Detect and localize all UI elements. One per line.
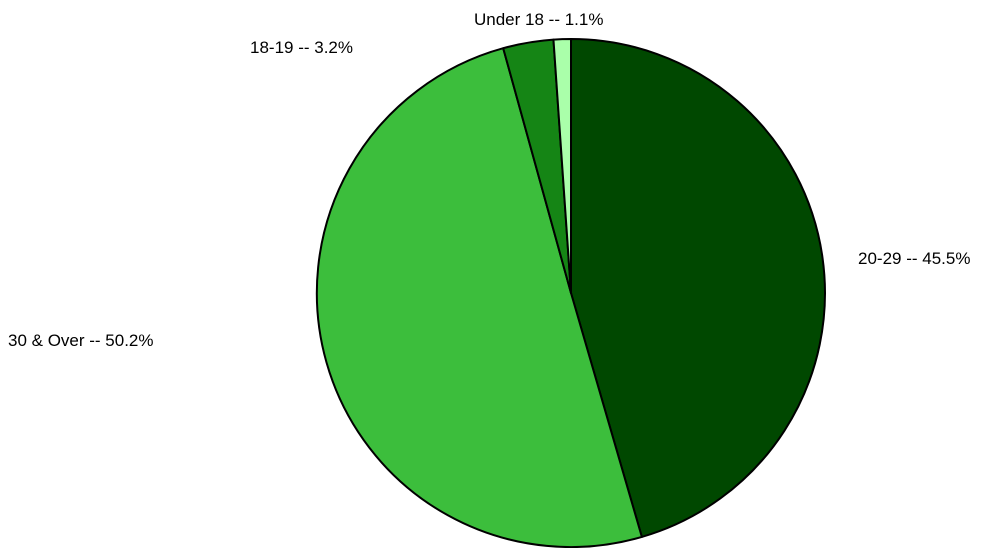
slice-label-30-over: 30 & Over -- 50.2% xyxy=(8,331,154,350)
pie-slice-30-over xyxy=(315,47,643,548)
pie-slice-20-29 xyxy=(570,38,826,538)
pie-labels: 20-29 -- 45.5% 30 & Over -- 50.2% 18-19 --… xyxy=(8,10,970,350)
slice-label-under-18: Under 18 -- 1.1% xyxy=(474,10,603,29)
slice-label-18-19: 18-19 -- 3.2% xyxy=(250,38,353,57)
pie-slices xyxy=(315,38,826,548)
slice-label-20-29: 20-29 -- 45.5% xyxy=(858,249,970,268)
pie-slice-under-18 xyxy=(552,38,572,294)
